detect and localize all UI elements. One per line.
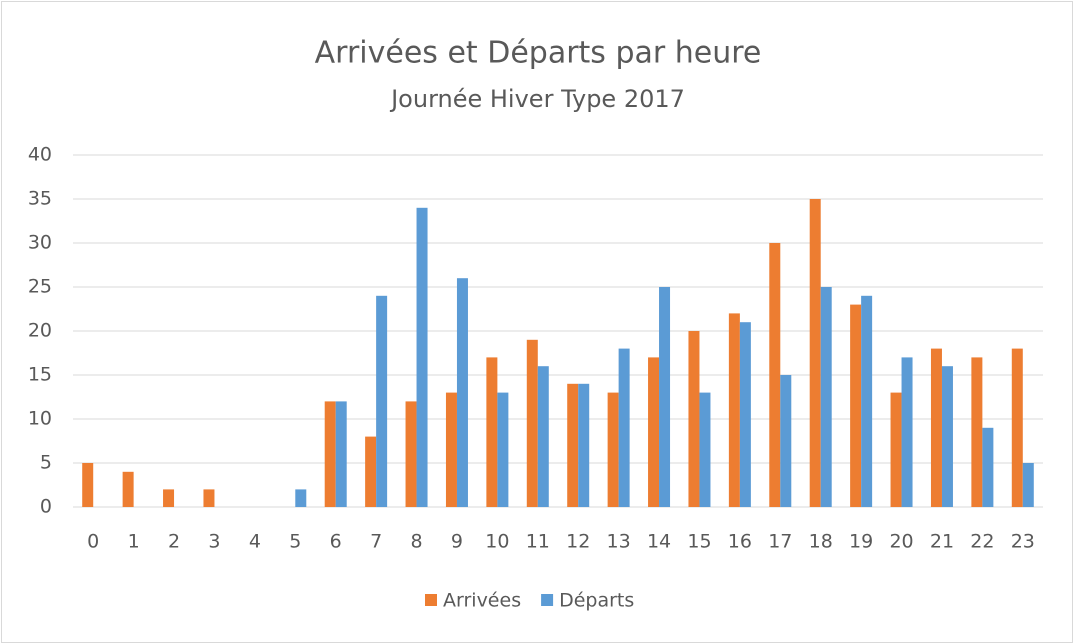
bar bbox=[486, 357, 498, 507]
bar bbox=[578, 383, 590, 507]
x-tick-label: 14 bbox=[647, 531, 671, 553]
y-tick-label: 10 bbox=[28, 408, 52, 430]
bar bbox=[497, 392, 509, 507]
bar bbox=[376, 295, 388, 507]
y-tick-label: 25 bbox=[28, 276, 52, 298]
bar bbox=[780, 375, 792, 507]
y-tick-label: 35 bbox=[28, 188, 52, 210]
x-tick-label: 16 bbox=[728, 531, 752, 553]
bar bbox=[618, 348, 630, 507]
bar bbox=[607, 392, 619, 507]
bar bbox=[699, 392, 711, 507]
x-tick-label: 21 bbox=[930, 531, 954, 553]
x-tick-label: 22 bbox=[970, 531, 994, 553]
bar bbox=[324, 401, 336, 507]
x-tick-label: 9 bbox=[451, 531, 463, 553]
x-tick-label: 17 bbox=[768, 531, 792, 553]
bar bbox=[445, 392, 457, 507]
x-tick-label: 18 bbox=[809, 531, 833, 553]
bar bbox=[405, 401, 417, 507]
x-tick-label: 3 bbox=[208, 531, 220, 553]
bar bbox=[930, 348, 942, 507]
bar bbox=[1022, 463, 1034, 507]
bar bbox=[769, 243, 781, 507]
bar bbox=[1011, 348, 1023, 507]
legend-swatch bbox=[541, 594, 554, 606]
bar bbox=[971, 357, 983, 507]
bar bbox=[901, 357, 913, 507]
y-tick-label: 15 bbox=[28, 364, 52, 386]
x-tick-label: 20 bbox=[889, 531, 913, 553]
x-tick-label: 7 bbox=[370, 531, 382, 553]
bar bbox=[890, 392, 902, 507]
x-tick-label: 5 bbox=[289, 531, 301, 553]
bar bbox=[850, 304, 862, 507]
chart-subtitle: Journée Hiver Type 2017 bbox=[389, 85, 685, 113]
bar bbox=[941, 366, 953, 507]
bar bbox=[163, 489, 175, 507]
x-tick-label: 4 bbox=[249, 531, 261, 553]
bar bbox=[295, 489, 307, 507]
x-tick-label: 12 bbox=[566, 531, 590, 553]
x-tick-label: 0 bbox=[87, 531, 99, 553]
bar bbox=[122, 471, 134, 507]
chart-title: Arrivées et Départs par heure bbox=[315, 36, 762, 71]
x-tick-label: 6 bbox=[330, 531, 342, 553]
bar bbox=[739, 322, 751, 507]
bar bbox=[820, 287, 832, 507]
x-tick-label: 10 bbox=[485, 531, 509, 553]
y-tick-label: 30 bbox=[28, 232, 52, 254]
x-tick-label: 13 bbox=[607, 531, 631, 553]
bar bbox=[203, 489, 215, 507]
bar bbox=[82, 463, 94, 507]
x-tick-label: 2 bbox=[168, 531, 180, 553]
x-tick-label: 1 bbox=[128, 531, 140, 553]
x-tick-label: 11 bbox=[526, 531, 550, 553]
x-tick-label: 15 bbox=[687, 531, 711, 553]
bar bbox=[456, 278, 468, 507]
bar bbox=[861, 295, 873, 507]
legend-label: Arrivées bbox=[443, 590, 521, 612]
bar bbox=[982, 427, 994, 507]
bar bbox=[728, 313, 740, 507]
y-tick-label: 5 bbox=[40, 452, 52, 474]
bar bbox=[567, 383, 579, 507]
legend-swatch bbox=[425, 594, 437, 606]
bar bbox=[416, 207, 428, 508]
legend-label: Départs bbox=[559, 590, 634, 612]
bar bbox=[537, 366, 549, 507]
bar bbox=[659, 287, 671, 507]
y-tick-label: 40 bbox=[28, 144, 52, 166]
bar bbox=[335, 401, 347, 507]
bar bbox=[365, 436, 377, 507]
bar bbox=[688, 331, 700, 507]
x-tick-label: 23 bbox=[1011, 531, 1035, 553]
y-tick-label: 0 bbox=[40, 496, 52, 518]
x-tick-label: 19 bbox=[849, 531, 873, 553]
bar bbox=[526, 339, 538, 507]
y-tick-label: 20 bbox=[28, 320, 52, 342]
bar bbox=[809, 199, 821, 507]
bar bbox=[648, 357, 660, 507]
x-tick-label: 8 bbox=[410, 531, 422, 553]
